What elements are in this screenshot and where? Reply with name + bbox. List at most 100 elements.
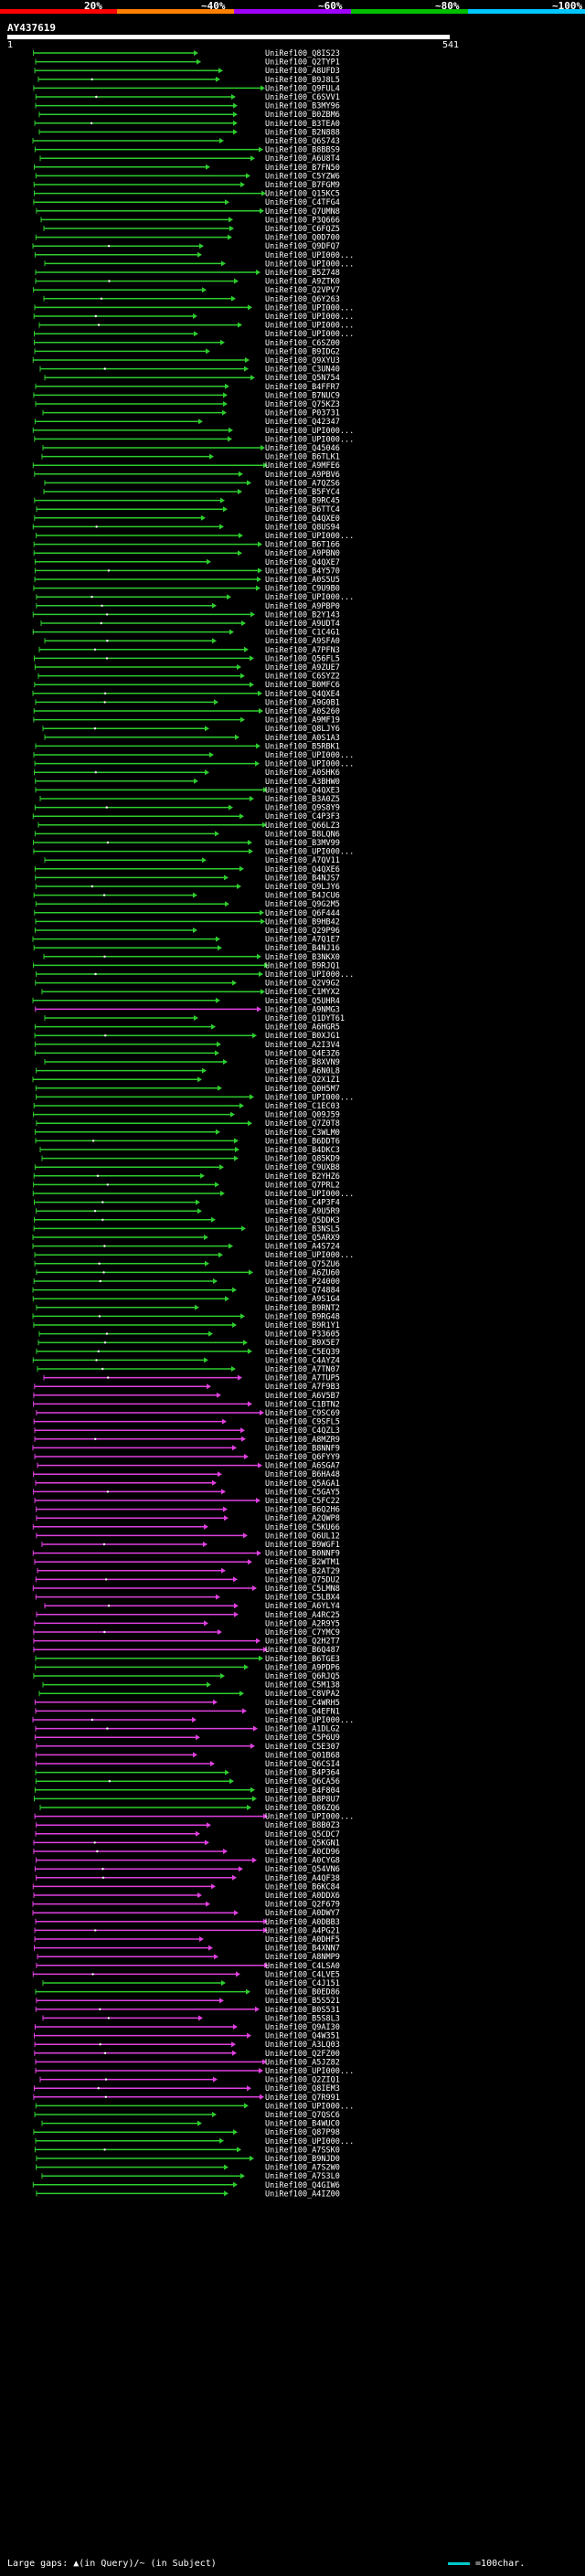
hit-label[interactable]: UniRef100_A9ZUE7: [265, 663, 340, 673]
hit-label[interactable]: UniRef100_B8P8U7: [265, 1795, 340, 1804]
hit-label[interactable]: UniRef100_B9IDG2: [265, 347, 340, 356]
hit-label[interactable]: UniRef100_UPI000...: [265, 2102, 354, 2111]
hit-label[interactable]: UniRef100_B0ZBM6: [265, 111, 340, 120]
hit-label[interactable]: UniRef100_C6SZ00: [265, 339, 340, 348]
hit-label[interactable]: UniRef100_B5S521: [265, 1997, 340, 2006]
hit-label[interactable]: UniRef100_Q2VPV7: [265, 286, 340, 295]
hit-label[interactable]: UniRef100_A9ZTK0: [265, 278, 340, 287]
hit-label[interactable]: UniRef100_A8UFD3: [265, 67, 340, 76]
hit-label[interactable]: UniRef100_B6TGE3: [265, 1655, 340, 1664]
hit-label[interactable]: UniRef100_Q2TYP1: [265, 58, 340, 68]
hit-label[interactable]: UniRef100_A2QWP8: [265, 1514, 340, 1523]
hit-label[interactable]: UniRef100_C5GAY5: [265, 1488, 340, 1497]
hit-label[interactable]: UniRef100_Q7UMN8: [265, 207, 340, 217]
hit-label[interactable]: UniRef100_UPI000...: [265, 1716, 354, 1725]
hit-label[interactable]: UniRef100_Q2F679: [265, 1901, 340, 1910]
hit-label[interactable]: UniRef100_B3A0Z5: [265, 795, 340, 804]
hit-label[interactable]: UniRef100_C3WLM0: [265, 1129, 340, 1138]
hit-label[interactable]: UniRef100_B9X5E7: [265, 1339, 340, 1348]
hit-label[interactable]: UniRef100_Q2X1Z1: [265, 1076, 340, 1085]
hit-label[interactable]: UniRef100_C5FC22: [265, 1497, 340, 1506]
hit-label[interactable]: UniRef100_A4S724: [265, 1243, 340, 1252]
hit-label[interactable]: UniRef100_B2N888: [265, 128, 340, 137]
hit-label[interactable]: UniRef100_Q45046: [265, 444, 340, 453]
hit-label[interactable]: UniRef100_A9S1G4: [265, 1295, 340, 1304]
hit-label[interactable]: UniRef100_C1MYX2: [265, 988, 340, 997]
hit-label[interactable]: UniRef100_B0NNF9: [265, 1550, 340, 1559]
hit-label[interactable]: UniRef100_Q8LJY6: [265, 725, 340, 734]
hit-label[interactable]: UniRef100_C5LMN8: [265, 1585, 340, 1594]
hit-label[interactable]: UniRef100_Q15KC5: [265, 190, 340, 199]
hit-label[interactable]: UniRef100_B5RBK1: [265, 742, 340, 751]
hit-label[interactable]: UniRef100_A7F9B3: [265, 1383, 340, 1392]
hit-label[interactable]: UniRef100_B6TTC4: [265, 505, 340, 514]
hit-label[interactable]: UniRef100_Q4EFN1: [265, 1707, 340, 1716]
hit-label[interactable]: UniRef100_A9MFE6: [265, 461, 340, 471]
hit-label[interactable]: UniRef100_B9RG48: [265, 1312, 340, 1321]
hit-label[interactable]: UniRef100_P03731: [265, 409, 340, 419]
hit-label[interactable]: UniRef100_Q9XYU3: [265, 356, 340, 366]
hit-label[interactable]: UniRef100_B8XVN9: [265, 1058, 340, 1067]
hit-label[interactable]: UniRef100_Q6FYY9: [265, 1453, 340, 1462]
hit-label[interactable]: UniRef100_B3TEA0: [265, 120, 340, 129]
hit-label[interactable]: UniRef100_Q56FL5: [265, 654, 340, 663]
hit-label[interactable]: UniRef100_C9SFL5: [265, 1418, 340, 1427]
hit-label[interactable]: UniRef100_Q54VN6: [265, 1865, 340, 1874]
hit-label[interactable]: UniRef100_A3LQ03: [265, 2041, 340, 2050]
hit-label[interactable]: UniRef100_A8NMP9: [265, 1953, 340, 1962]
hit-label[interactable]: UniRef100_B9HB42: [265, 917, 340, 927]
hit-label[interactable]: UniRef100_B6HA48: [265, 1470, 340, 1479]
hit-label[interactable]: UniRef100_A9U5R9: [265, 1207, 340, 1216]
hit-label[interactable]: UniRef100_A3BHW0: [265, 778, 340, 787]
hit-label[interactable]: UniRef100_A9PBV6: [265, 471, 340, 480]
hit-label[interactable]: UniRef100_B4XNN7: [265, 1945, 340, 1954]
hit-label[interactable]: UniRef100_B6Q2H6: [265, 1506, 340, 1515]
hit-label[interactable]: UniRef100_Q42347: [265, 418, 340, 427]
hit-label[interactable]: UniRef100_C4QZL3: [265, 1426, 340, 1436]
hit-label[interactable]: UniRef100_Q9LJY6: [265, 883, 340, 892]
hit-label[interactable]: UniRef100_C6SVV1: [265, 93, 340, 102]
hit-label[interactable]: UniRef100_UPI000...: [265, 760, 354, 769]
hit-label[interactable]: UniRef100_UPI000...: [265, 313, 354, 322]
hit-label[interactable]: UniRef100_A7S3L0: [265, 2172, 340, 2181]
hit-label[interactable]: UniRef100_B5FYC4: [265, 488, 340, 497]
hit-label[interactable]: UniRef100_Q4QXE4: [265, 690, 340, 699]
hit-label[interactable]: UniRef100_Q74884: [265, 1287, 340, 1296]
hit-label[interactable]: UniRef100_P33605: [265, 1330, 340, 1340]
hit-label[interactable]: UniRef100_UPI000...: [265, 532, 354, 541]
hit-label[interactable]: UniRef100_B9RJQ1: [265, 961, 340, 970]
hit-label[interactable]: UniRef100_Q4QXE3: [265, 786, 340, 795]
hit-label[interactable]: UniRef100_C4AYZ4: [265, 1356, 340, 1365]
hit-label[interactable]: UniRef100_A4QF38: [265, 1874, 340, 1883]
hit-label[interactable]: UniRef100_A4IZ00: [265, 2189, 340, 2199]
hit-label[interactable]: UniRef100_UPI000...: [265, 751, 354, 760]
hit-label[interactable]: UniRef100_Q5DDK3: [265, 1216, 340, 1225]
hit-label[interactable]: UniRef100_Q6F444: [265, 909, 340, 918]
hit-label[interactable]: UniRef100_Q2ZIQ1: [265, 2076, 340, 2085]
hit-label[interactable]: UniRef100_C5LBX4: [265, 1594, 340, 1603]
hit-label[interactable]: UniRef100_Q1DYT61: [265, 1014, 345, 1023]
hit-label[interactable]: UniRef100_UPI000...: [265, 1093, 354, 1102]
hit-label[interactable]: UniRef100_C9UXB8: [265, 1163, 340, 1172]
hit-label[interactable]: UniRef100_UPI000...: [265, 435, 354, 444]
hit-label[interactable]: UniRef100_Q09J59: [265, 1111, 340, 1120]
hit-label[interactable]: UniRef100_A4PG21: [265, 1926, 340, 1935]
hit-label[interactable]: UniRef100_Q86ZQ6: [265, 1804, 340, 1813]
hit-label[interactable]: UniRef100_B7NUC9: [265, 391, 340, 400]
hit-label[interactable]: UniRef100_Q4QXE0: [265, 514, 340, 524]
hit-label[interactable]: UniRef100_Q0H5M7: [265, 1085, 340, 1094]
hit-label[interactable]: UniRef100_A9UDT4: [265, 620, 340, 629]
hit-label[interactable]: UniRef100_Q2V9G2: [265, 980, 340, 989]
hit-label[interactable]: UniRef100_A6N0L8: [265, 1067, 340, 1076]
hit-label[interactable]: UniRef100_A0DHF5: [265, 1935, 340, 1945]
hit-label[interactable]: UniRef100_Q8IEM3: [265, 2084, 340, 2094]
hit-label[interactable]: UniRef100_C9U9B0: [265, 585, 340, 594]
hit-label[interactable]: UniRef100_P24000: [265, 1277, 340, 1287]
hit-label[interactable]: UniRef100_C5P6U9: [265, 1733, 340, 1743]
hit-label[interactable]: UniRef100_B9WGF1: [265, 1541, 340, 1550]
hit-label[interactable]: UniRef100_Q29P96: [265, 927, 340, 936]
hit-label[interactable]: UniRef100_C5M138: [265, 1681, 340, 1691]
hit-label[interactable]: UniRef100_Q5AGA1: [265, 1479, 340, 1489]
hit-label[interactable]: UniRef100_B2WTM1: [265, 1558, 340, 1567]
hit-label[interactable]: UniRef100_A6SGA7: [265, 1462, 340, 1471]
